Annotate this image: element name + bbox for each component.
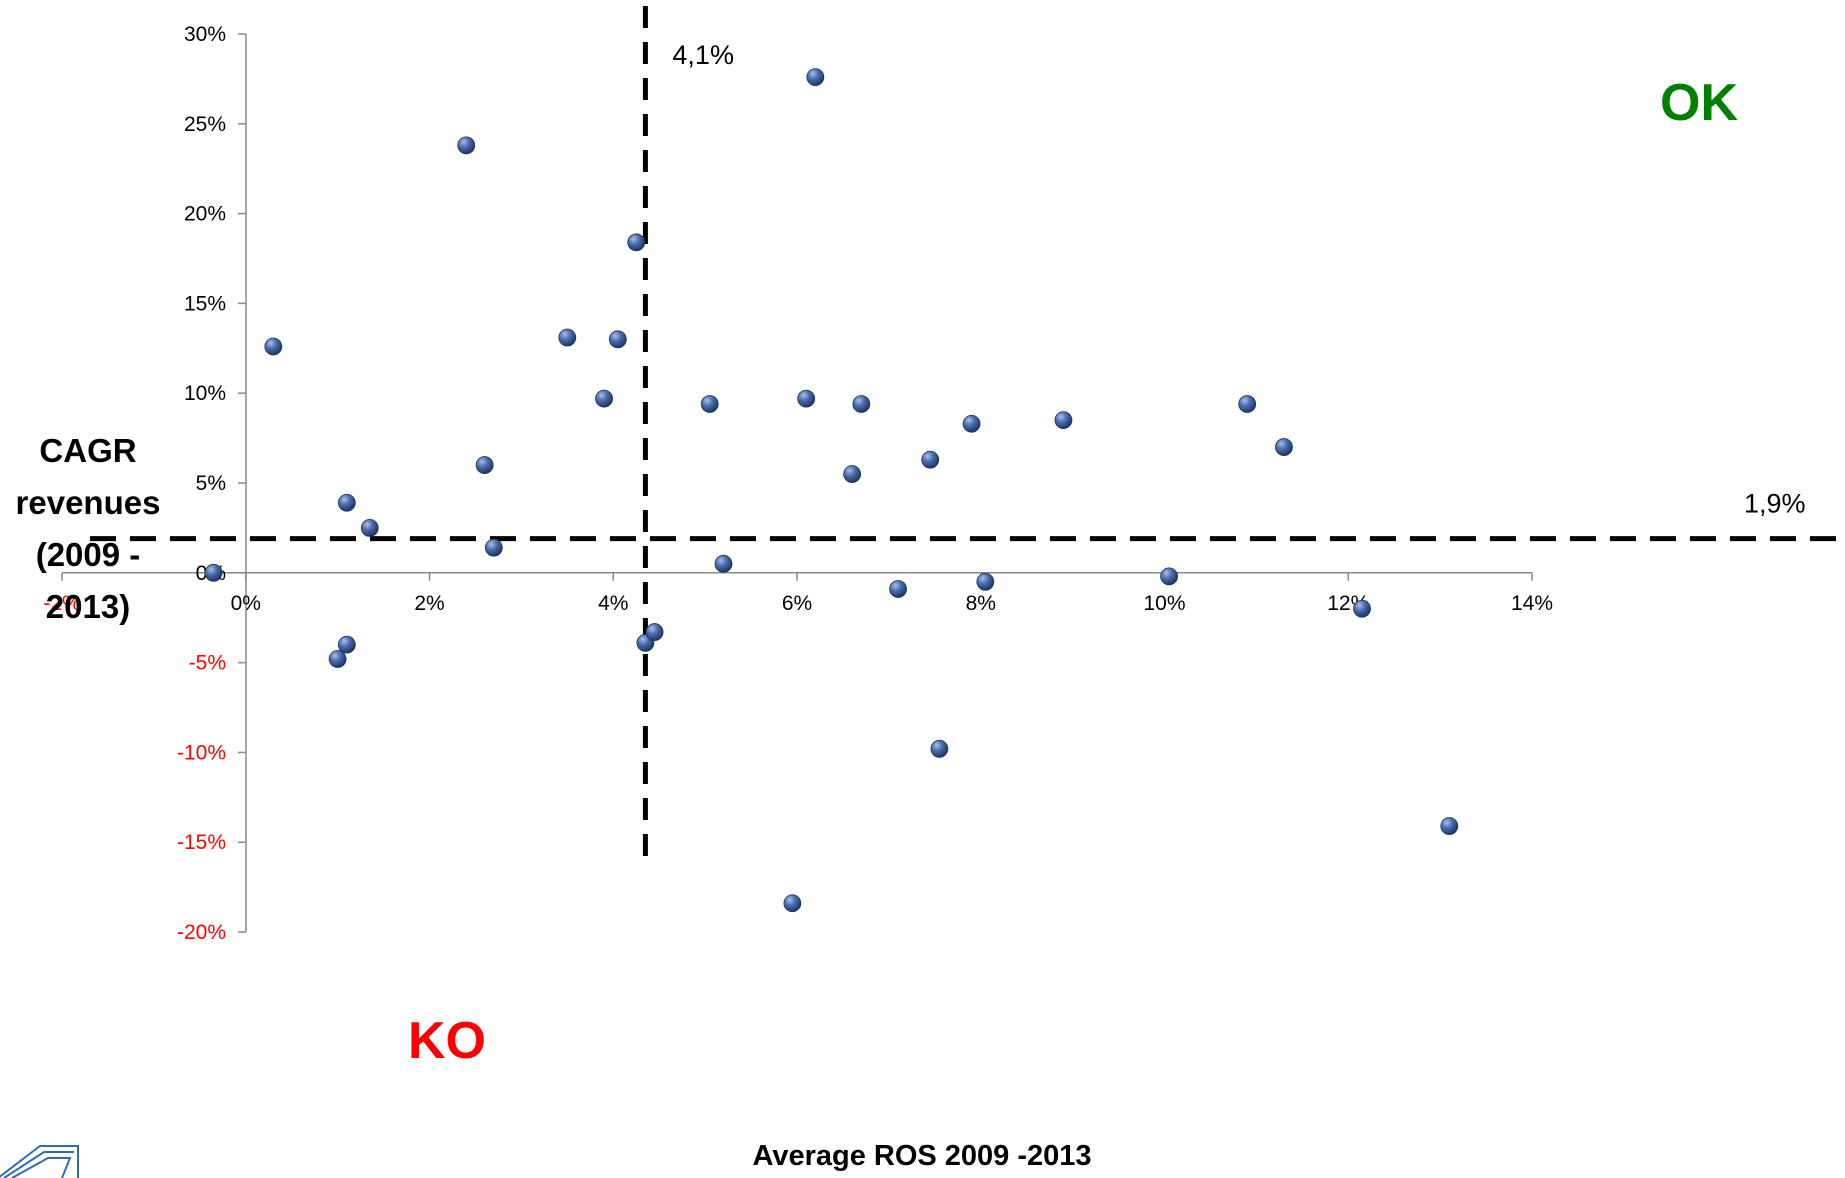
axes: 30%25%20%15%10%5%0%-5%-10%-15%-20% -2%0%… [43, 23, 1553, 944]
data-point [558, 328, 577, 347]
data-point [1440, 817, 1459, 835]
data-point [204, 563, 223, 582]
x-tick-label: 2% [414, 592, 444, 615]
threshold-y-label: 1,9% [1744, 489, 1806, 519]
x-tick-label: 8% [966, 592, 996, 615]
y-axis-label-line: revenues [16, 484, 161, 521]
x-tick-label: 14% [1511, 592, 1553, 615]
y-tick-label: 10% [184, 382, 226, 405]
data-point [1275, 438, 1293, 456]
y-axis-label-line: (2009 - [36, 536, 141, 573]
data-point [843, 465, 862, 483]
data-point [328, 650, 347, 668]
y-axis-label: CAGR revenues (2009 - 2013) [16, 432, 161, 625]
y-tick-label: -20% [177, 921, 226, 944]
data-point [1054, 411, 1073, 430]
data-point [700, 395, 719, 413]
x-tick-label: 4% [598, 592, 628, 615]
y-tick-label: -10% [177, 741, 226, 764]
y-tick-label: -5% [189, 652, 226, 675]
data-point [457, 136, 476, 155]
zone-ok-label: OK [1660, 74, 1738, 132]
threshold-x-label: 4,1% [672, 40, 734, 70]
data-point [797, 389, 816, 408]
y-tick-label: -15% [177, 831, 226, 854]
y-tick-label: 20% [184, 203, 226, 226]
data-point [337, 493, 356, 512]
data-point [595, 389, 613, 408]
data-point [1160, 567, 1178, 586]
data-point [1238, 395, 1257, 413]
data-point [783, 894, 802, 913]
x-tick-label: -2% [43, 592, 80, 615]
data-point [930, 739, 949, 758]
data-point [475, 456, 494, 474]
data-point [889, 580, 907, 598]
data-point [714, 554, 733, 573]
data-point [921, 450, 940, 469]
data-point [806, 68, 825, 87]
y-axis-ticks: 30%25%20%15%10%5%0%-5%-10%-15%-20% [177, 23, 246, 944]
data-point [360, 519, 379, 537]
zone-ko-label: KO [408, 1012, 486, 1070]
data-point [608, 330, 627, 349]
data-point [337, 635, 356, 654]
x-tick-label: 6% [782, 592, 812, 615]
data-point [976, 572, 995, 591]
x-axis-label: Average ROS 2009 -2013 [752, 1140, 1091, 1172]
x-axis-ticks: -2% 0% 2% 4% 6% 8% 10% 12% 14% [43, 572, 1553, 615]
data-point [484, 538, 503, 557]
data-point [627, 233, 646, 252]
y-axis-label-line: 2013) [46, 588, 130, 625]
y-tick-label: 30% [184, 23, 226, 46]
company-logo-icon [0, 1145, 79, 1178]
y-axis-label-line: CAGR [39, 432, 136, 469]
threshold-lines: 4,1% 1,9% [90, 6, 1845, 868]
y-tick-label: 15% [184, 292, 226, 315]
data-point [645, 623, 664, 641]
data-point [962, 414, 981, 433]
data-point [852, 395, 871, 413]
x-tick-label: 10% [1143, 592, 1185, 615]
x-tick-label: 0% [231, 592, 261, 615]
data-points [204, 68, 1459, 913]
data-point [264, 337, 283, 356]
data-point [1353, 599, 1371, 618]
y-tick-label: 25% [184, 113, 226, 136]
y-tick-label: 5% [196, 472, 226, 495]
